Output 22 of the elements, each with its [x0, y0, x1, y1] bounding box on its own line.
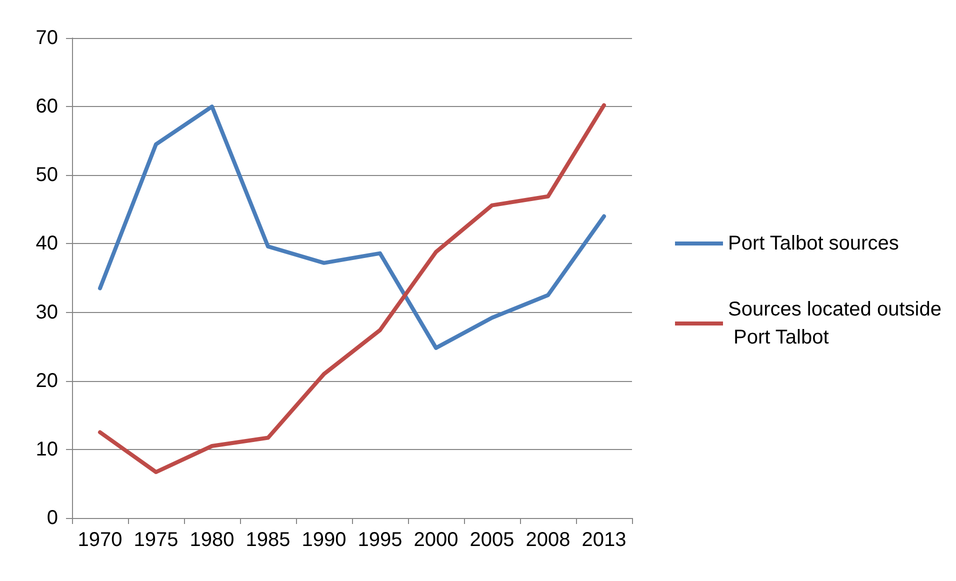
x-tick-label: 2008 [526, 529, 570, 551]
y-tick-label: 70 [36, 27, 58, 49]
x-tick-label: 1990 [302, 529, 346, 551]
line-series [98, 104, 606, 350]
x-tick-label: 1985 [246, 529, 290, 551]
y-tick-label: 10 [36, 438, 58, 460]
y-tick-label: 50 [36, 164, 58, 186]
y-tick-label: 0 [46, 507, 58, 529]
x-tick-label: 1995 [358, 529, 402, 551]
y-tick-label: 40 [36, 232, 58, 255]
y-tick-label: 20 [36, 370, 58, 392]
x-tick-label: 1980 [190, 529, 234, 551]
line-series [98, 103, 606, 474]
legend-label: Port Talbot sources [728, 232, 899, 254]
x-tick-label: 1970 [78, 529, 122, 551]
y-tick-label: 60 [36, 96, 58, 118]
x-tick-label: 1975 [134, 529, 178, 551]
x-tick-label: 2000 [414, 529, 458, 551]
x-tick-label: 2005 [470, 529, 514, 551]
x-tick-label: 2013 [582, 529, 626, 551]
y-tick-label: 30 [36, 301, 58, 324]
legend-label: Sources located outside Port Talbot [728, 298, 942, 348]
